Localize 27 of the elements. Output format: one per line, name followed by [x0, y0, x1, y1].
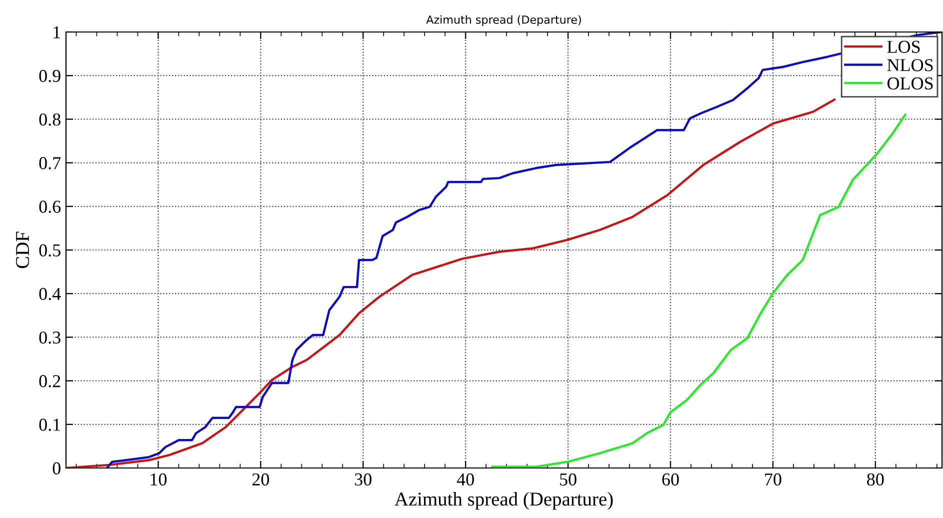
- x-tick-label: 50: [560, 473, 576, 486]
- legend-label: NLOS: [887, 59, 933, 72]
- legend-label: LOS: [887, 40, 920, 53]
- y-tick-label: 0.5: [39, 244, 60, 257]
- y-tick-label: 1: [54, 26, 60, 38]
- y-tick-label: 0.9: [39, 70, 60, 82]
- legend-label: OLOS: [887, 77, 933, 90]
- y-tick-label: 0.6: [39, 200, 61, 213]
- y-tick-label: 0.2: [39, 375, 60, 388]
- line-series: [66, 98, 836, 468]
- y-tick-label: 0.4: [39, 288, 61, 300]
- y-tick-label: 0.3: [39, 331, 60, 344]
- x-tick-label: 60: [662, 473, 679, 486]
- x-tick-label: 70: [765, 473, 782, 486]
- y-tick-label: 0: [52, 462, 60, 474]
- y-tick-label: 0.1: [39, 418, 60, 431]
- x-tick-label: 10: [150, 473, 167, 486]
- y-tick-label: 0.7: [39, 157, 61, 170]
- x-tick-label: 20: [252, 473, 270, 486]
- line-series: [491, 114, 906, 468]
- x-tick-label: 40: [456, 473, 474, 486]
- x-axis-title: Azimuth spread (Departure): [394, 492, 613, 510]
- y-tick-label: 0.8: [39, 113, 60, 126]
- chart-title: Azimuth spread (Departure): [426, 15, 581, 26]
- x-tick-label: 30: [354, 473, 372, 486]
- y-axis-title: CDF: [16, 232, 30, 268]
- x-tick-label: 80: [867, 473, 884, 486]
